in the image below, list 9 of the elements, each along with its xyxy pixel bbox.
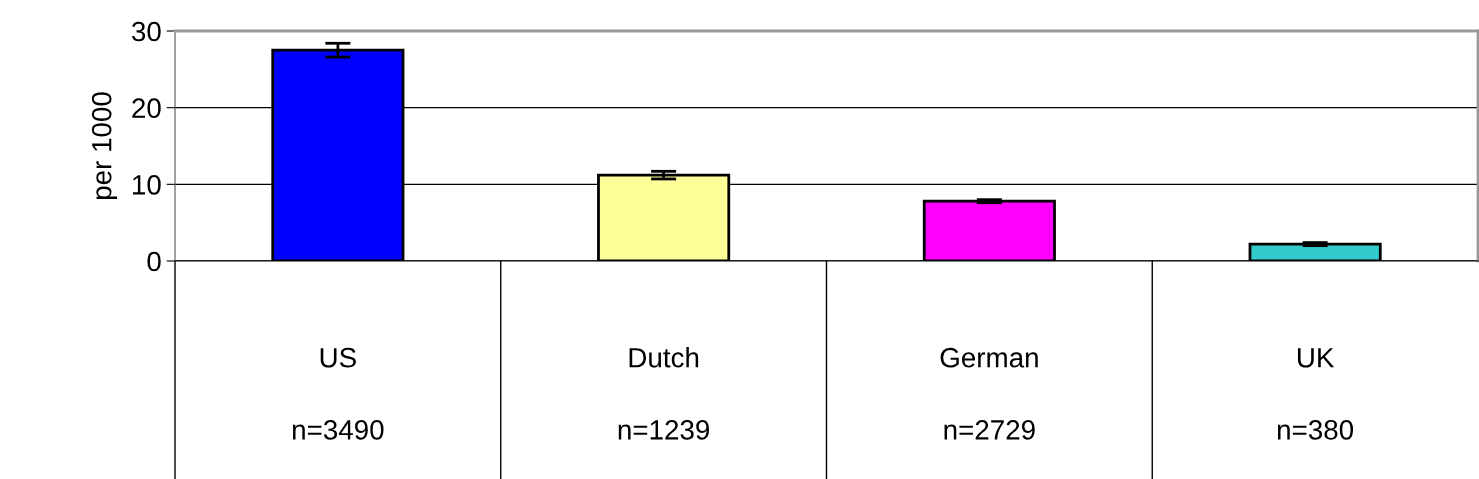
y-tick-label: 0 <box>147 251 161 272</box>
category-label: German n=2729 <box>940 347 1038 440</box>
y-tick-label: 30 <box>131 21 161 42</box>
y-tick-label: 10 <box>133 175 161 195</box>
category-label: Dutch n=1239 <box>618 347 710 440</box>
y-axis-title: per 1000 <box>91 92 118 200</box>
y-tick-label: 20 <box>132 98 161 119</box>
category-label: UK n=380 <box>1277 348 1354 440</box>
category-label: US n=3490 <box>292 347 384 440</box>
